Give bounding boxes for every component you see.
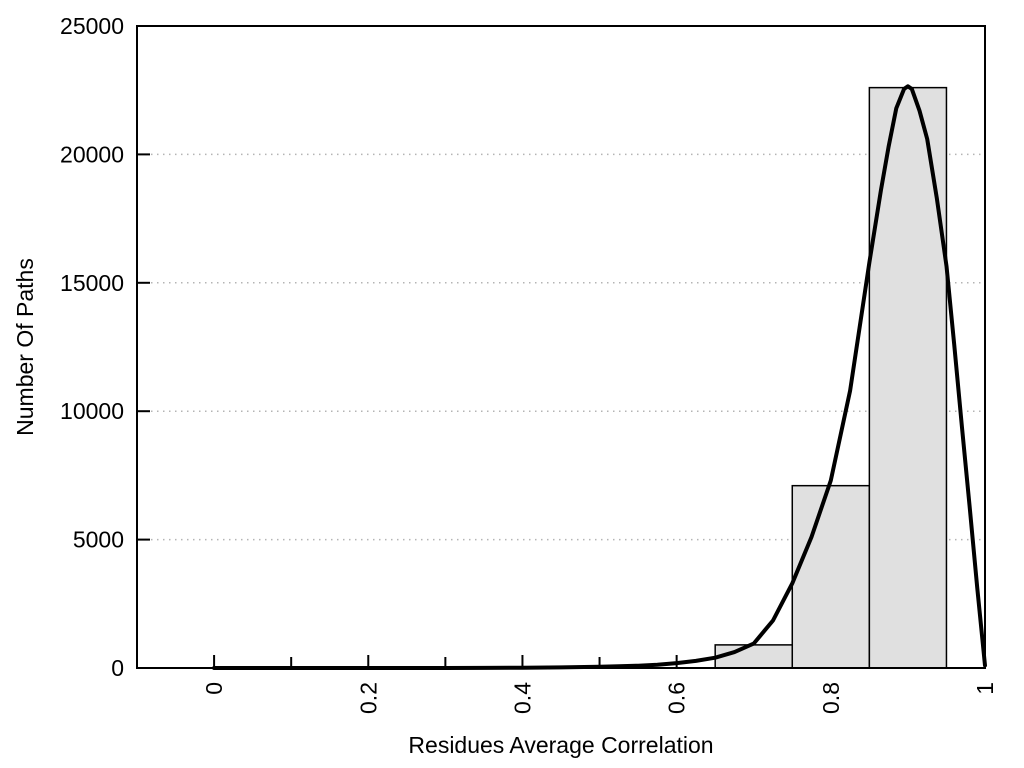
- x-tick-label: 0.6: [664, 682, 690, 714]
- tick-labels-layer: 0 5000 10000 15000 20000 25000 0 0.2 0.4 0.6 0.8 1: [60, 13, 998, 714]
- x-tick-label: 0.2: [355, 682, 381, 714]
- x-tick-label: 1: [972, 682, 998, 695]
- y-tick-label: 5000: [73, 527, 124, 553]
- bars-layer: [714, 86, 948, 669]
- x-tick-label: 0.8: [818, 682, 844, 714]
- histogram-bar: [714, 644, 794, 669]
- y-tick-label: 0: [111, 655, 124, 681]
- y-axis-title: Number Of Paths: [12, 258, 38, 436]
- y-tick-label: 25000: [60, 13, 124, 39]
- y-tick-label: 20000: [60, 141, 124, 167]
- x-tick-label: 0.4: [509, 682, 535, 714]
- x-tick-label: 0: [201, 682, 227, 695]
- density-curve: [212, 84, 987, 670]
- histogram-bar: [791, 484, 871, 669]
- x-axis-title: Residues Average Correlation: [408, 732, 713, 758]
- curve-layer: [212, 84, 987, 670]
- y-tick-label: 15000: [60, 270, 124, 296]
- y-tick-label: 10000: [60, 398, 124, 424]
